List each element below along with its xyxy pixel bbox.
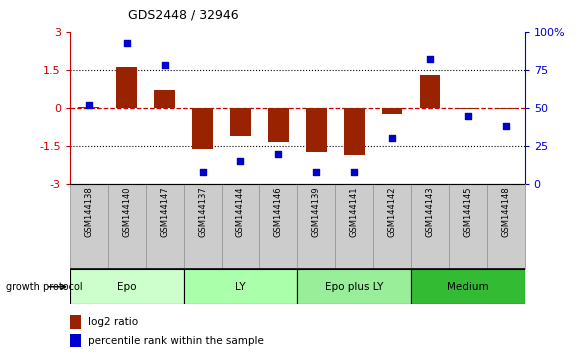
Bar: [496, 108, 516, 109]
Point: [387, 136, 396, 141]
Bar: [259, 184, 297, 269]
Point: [274, 151, 283, 156]
Point: [350, 169, 359, 175]
Text: percentile rank within the sample: percentile rank within the sample: [88, 336, 264, 346]
Text: GSM144145: GSM144145: [463, 187, 472, 237]
Bar: [335, 184, 373, 269]
Text: GSM144147: GSM144147: [160, 187, 169, 237]
Bar: [146, 184, 184, 269]
Bar: [297, 269, 411, 304]
Bar: [411, 184, 449, 269]
Text: GSM144144: GSM144144: [236, 187, 245, 237]
Bar: [420, 75, 440, 108]
Point: [122, 40, 132, 45]
Bar: [184, 184, 222, 269]
Bar: [70, 315, 81, 329]
Bar: [154, 90, 175, 108]
Bar: [184, 269, 297, 304]
Bar: [411, 269, 525, 304]
Text: LY: LY: [235, 282, 246, 292]
Point: [501, 124, 511, 129]
Point: [312, 169, 321, 175]
Point: [425, 56, 434, 62]
Bar: [222, 184, 259, 269]
Text: GSM144140: GSM144140: [122, 187, 131, 237]
Bar: [70, 334, 81, 347]
Point: [160, 63, 169, 68]
Bar: [449, 184, 487, 269]
Bar: [268, 108, 289, 142]
Bar: [70, 184, 108, 269]
Bar: [297, 184, 335, 269]
Bar: [382, 108, 402, 114]
Point: [84, 102, 93, 108]
Text: Epo plus LY: Epo plus LY: [325, 282, 384, 292]
Text: GSM144146: GSM144146: [274, 187, 283, 237]
Text: log2 ratio: log2 ratio: [88, 318, 138, 327]
Bar: [458, 108, 478, 109]
Text: Epo: Epo: [117, 282, 136, 292]
Bar: [70, 269, 184, 304]
Bar: [117, 67, 137, 108]
Text: GSM144142: GSM144142: [388, 187, 396, 237]
Point: [198, 169, 208, 175]
Bar: [487, 184, 525, 269]
Bar: [192, 108, 213, 149]
Bar: [373, 184, 411, 269]
Point: [463, 113, 473, 118]
Text: GSM144141: GSM144141: [350, 187, 359, 237]
Text: GSM144143: GSM144143: [426, 187, 434, 237]
Bar: [230, 108, 251, 136]
Text: GSM144137: GSM144137: [198, 187, 207, 238]
Point: [236, 159, 245, 164]
Text: GSM144139: GSM144139: [312, 187, 321, 237]
Text: GSM144148: GSM144148: [501, 187, 510, 237]
Text: Medium: Medium: [447, 282, 489, 292]
Bar: [108, 184, 146, 269]
Bar: [306, 108, 326, 152]
Text: growth protocol: growth protocol: [6, 282, 82, 292]
Bar: [79, 107, 99, 108]
Text: GDS2448 / 32946: GDS2448 / 32946: [128, 8, 239, 21]
Bar: [344, 108, 364, 155]
Text: GSM144138: GSM144138: [85, 187, 93, 238]
